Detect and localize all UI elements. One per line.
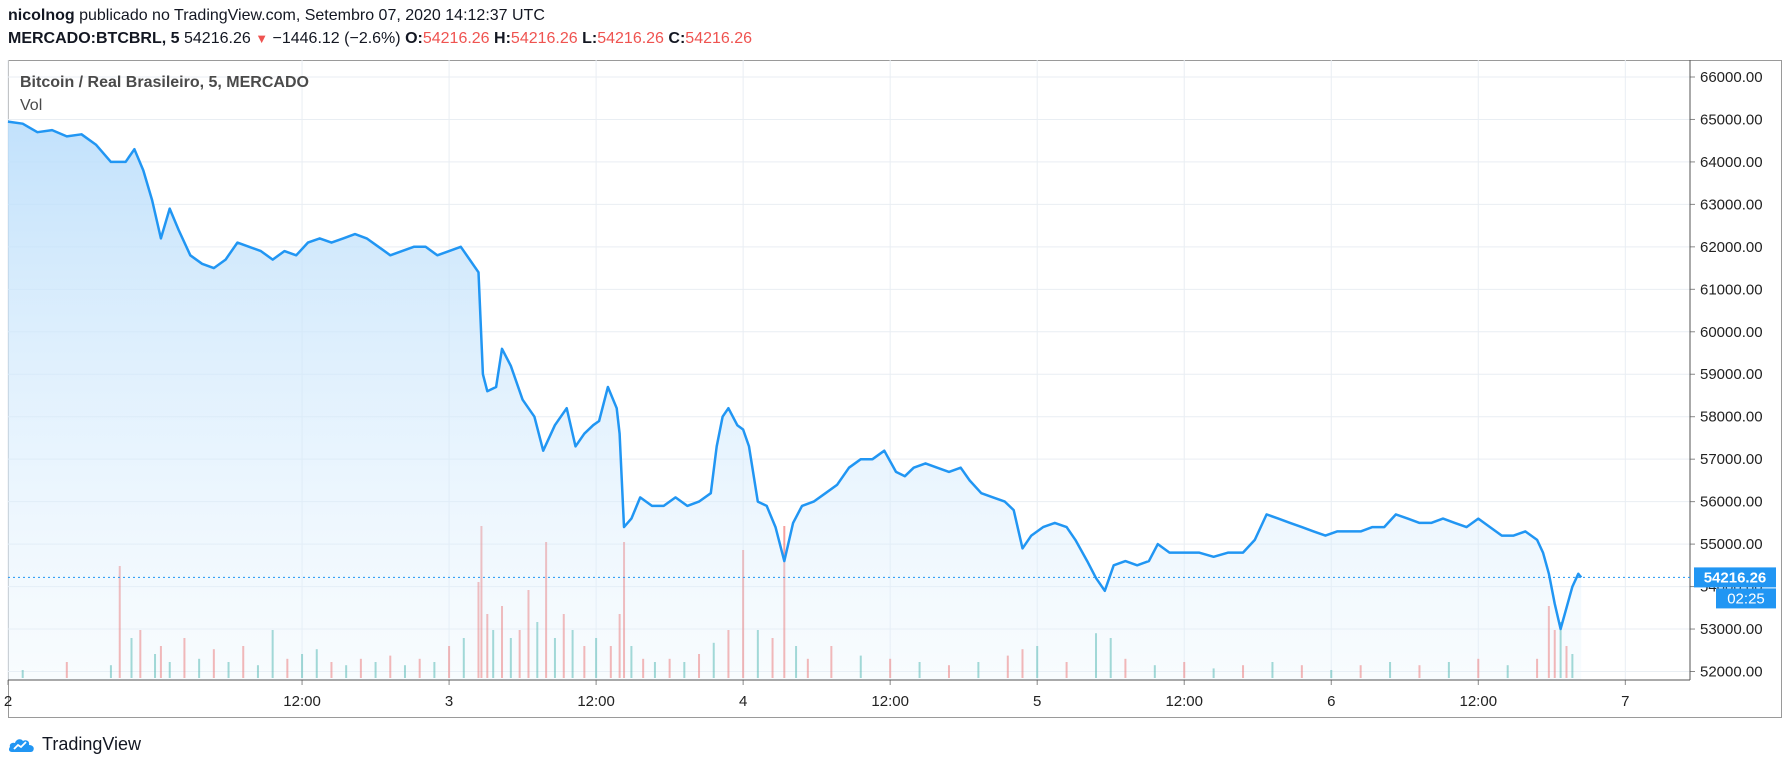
y-tick-label: 59000.00 <box>1700 366 1763 383</box>
x-tick-label: 12:00 <box>1460 693 1498 710</box>
brand-name: TradingView <box>42 734 142 754</box>
y-tick-label: 65000.00 <box>1700 111 1763 128</box>
high-value: 54216.26 <box>510 30 578 47</box>
cloud-chart-icon <box>8 738 34 752</box>
y-tick-label: 63000.00 <box>1700 196 1763 213</box>
publisher-username[interactable]: nicolnog <box>8 7 75 24</box>
chart-legend-title[interactable]: Bitcoin / Real Brasileiro, 5, MERCADO <box>20 74 309 91</box>
low-label: L: <box>582 30 598 47</box>
x-tick-label: 7 <box>1621 693 1629 710</box>
price-area <box>7 120 1583 681</box>
open-value: 54216.26 <box>422 30 490 47</box>
close-label: C: <box>668 30 686 47</box>
volume-legend[interactable]: Vol <box>20 97 43 114</box>
down-arrow-icon: ▼ <box>255 31 269 46</box>
open-label: O: <box>405 30 423 47</box>
y-tick-label: 58000.00 <box>1700 409 1763 426</box>
y-tick-label: 57000.00 <box>1700 451 1763 468</box>
x-tick-label: 6 <box>1327 693 1335 710</box>
x-tick-label: 5 <box>1033 693 1041 710</box>
x-tick-label: 4 <box>739 693 747 710</box>
y-tick-label: 61000.00 <box>1700 281 1763 298</box>
last-price-label-bg <box>1694 567 1776 588</box>
y-tick-label: 62000.00 <box>1700 239 1763 256</box>
y-tick-label: 66000.00 <box>1700 69 1763 86</box>
last-price-label: 54216.26 <box>1704 569 1767 586</box>
header-line-2: MERCADO:BTCBRL, 5 54216.26 ▼ −1446.12 (−… <box>8 30 752 48</box>
symbol-label: MERCADO:BTCBRL, 5 <box>8 30 180 47</box>
x-tick-label: 12:00 <box>577 693 615 710</box>
close-value: 54216.26 <box>685 30 753 47</box>
price-area-fill <box>8 121 1582 681</box>
y-tick-label: 52000.00 <box>1700 664 1763 681</box>
tradingview-logo[interactable]: TradingView <box>8 734 141 755</box>
countdown-label-bg <box>1716 588 1776 609</box>
high-label: H: <box>494 30 511 47</box>
y-tick-label: 56000.00 <box>1700 494 1763 511</box>
header-line-1: nicolnog publicado no TradingView.com, S… <box>8 7 545 25</box>
axes: 52000.0053000.0054000.0055000.0056000.00… <box>4 60 1763 710</box>
last-price: 54216.26 <box>184 30 251 47</box>
x-tick-label: 12:00 <box>871 693 909 710</box>
price-labels: 54216.26 02:25 <box>8 567 1776 609</box>
x-tick-label: 2 <box>4 693 12 710</box>
low-value: 54216.26 <box>597 30 664 47</box>
y-tick-label: 60000.00 <box>1700 324 1763 341</box>
countdown-label: 02:25 <box>1727 590 1765 607</box>
x-tick-label: 12:00 <box>1165 693 1203 710</box>
price-line <box>7 120 1583 631</box>
published-info: publicado no TradingView.com, Setembro 0… <box>79 7 545 24</box>
y-tick-label: 64000.00 <box>1700 154 1763 171</box>
y-tick-label: 55000.00 <box>1700 536 1763 553</box>
price-change: −1446.12 (−2.6%) <box>272 30 401 47</box>
x-tick-label: 3 <box>445 693 453 710</box>
y-tick-label: 53000.00 <box>1700 621 1763 638</box>
x-tick-label: 12:00 <box>283 693 321 710</box>
